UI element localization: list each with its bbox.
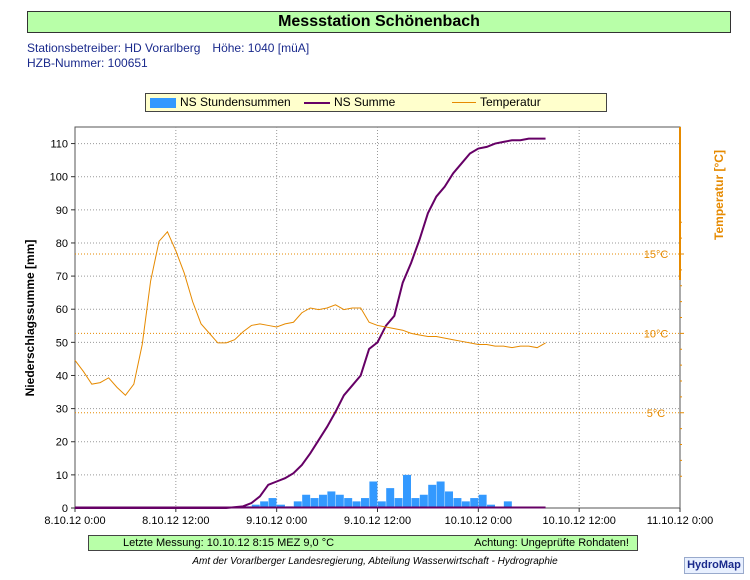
x-tick-label: 9.10.12 12:00 — [344, 515, 411, 527]
y-tick-label: 10 — [56, 470, 68, 482]
last-measurement: Letzte Messung: 10.10.12 8:15 MEZ 9,0 °C — [123, 537, 335, 549]
x-tick-label: 11.10.12 0:00 — [647, 515, 713, 527]
y-tick-label: 110 — [50, 139, 68, 151]
precip-bar — [453, 498, 462, 508]
precip-bar — [478, 494, 487, 508]
y-tick-label: 30 — [56, 404, 68, 416]
x-tick-label: 10.10.12 0:00 — [445, 515, 512, 527]
sum-line — [75, 137, 546, 509]
precip-bar — [386, 488, 395, 508]
hzb-number: HZB-Nummer: 100651 — [27, 56, 148, 70]
precip-bar — [251, 504, 260, 508]
y-tick-label: 0 — [62, 503, 68, 515]
x-tick-label: 10.10.12 12:00 — [542, 515, 615, 527]
status-bar: Letzte Messung: 10.10.12 8:15 MEZ 9,0 °C… — [88, 535, 638, 551]
y-tick-label: 40 — [56, 370, 68, 382]
y-tick-label: 50 — [56, 337, 68, 349]
raw-data-warning: Achtung: Ungeprüfte Rohdaten! — [474, 537, 629, 549]
precip-bar — [428, 484, 437, 508]
precip-bar — [318, 494, 327, 508]
precip-bar — [293, 501, 302, 508]
precip-bar — [344, 498, 353, 508]
legend-label-sum: NS Summe — [334, 95, 396, 109]
y-tick-label: 90 — [56, 205, 68, 217]
y2-axis-label: Temperatur [°C] — [712, 150, 726, 240]
hydromap-logo[interactable]: HydroMap — [684, 557, 744, 574]
precip-bar — [352, 501, 361, 508]
legend-item-bars: NS Stundensummen — [150, 94, 291, 111]
y-tick-label: 60 — [56, 304, 68, 316]
precip-bar — [394, 498, 403, 508]
y2-tick-label: 5°C — [647, 408, 666, 420]
y-tick-label: 20 — [56, 437, 68, 449]
station-info-line1: Stationsbetreiber: HD Vorarlberg Höhe: 10… — [27, 41, 309, 55]
y-axis-label: Niederschlagssumme [mm] — [23, 240, 37, 397]
precip-bar — [268, 498, 277, 508]
y-tick-label: 70 — [56, 271, 68, 283]
altitude-text: Höhe: 1040 [müA] — [212, 41, 310, 55]
precip-bar — [403, 474, 411, 508]
y2-tick-label: 15°C — [644, 249, 669, 261]
precip-bar — [260, 501, 269, 508]
chart-legend: NS Stundensummen NS Summe Temperatur — [145, 93, 607, 112]
precip-bar — [276, 504, 285, 508]
precip-bar — [335, 494, 344, 508]
precip-bar — [327, 491, 336, 508]
x-tick-label: 9.10.12 0:00 — [246, 515, 307, 527]
precip-bar — [302, 494, 311, 508]
precip-bar — [461, 501, 470, 508]
legend-swatch-temp — [452, 102, 476, 104]
precip-bar — [436, 481, 445, 508]
precip-bar — [377, 501, 386, 508]
station-title: Messstation Schönenbach — [27, 11, 731, 33]
legend-item-temp: Temperatur — [452, 94, 541, 111]
precip-bar — [419, 494, 428, 508]
y-tick-label: 100 — [50, 172, 68, 184]
legend-swatch-bars — [150, 97, 176, 108]
y2-tick-label: 10°C — [644, 328, 669, 340]
precip-bar — [310, 498, 319, 508]
precip-bar — [470, 498, 479, 508]
footer-credit: Amt der Vorarlberger Landesregierung, Ab… — [192, 556, 558, 567]
legend-item-sum: NS Summe — [304, 94, 395, 111]
x-tick-label: 8.10.12 12:00 — [142, 515, 209, 527]
legend-swatch-sum — [304, 101, 330, 104]
y-tick-label: 80 — [56, 238, 68, 250]
x-tick-label: 8.10.12 0:00 — [44, 515, 105, 527]
legend-label-temp: Temperatur — [480, 95, 541, 109]
precip-bar — [487, 504, 496, 508]
temperature-line — [74, 230, 546, 397]
precip-bar — [445, 491, 454, 508]
precip-bar — [369, 481, 378, 508]
precip-bar — [503, 501, 512, 508]
operator-text: Stationsbetreiber: HD Vorarlberg — [27, 41, 201, 55]
precip-bar — [411, 498, 420, 508]
precip-bar — [360, 498, 369, 508]
legend-label-bars: NS Stundensummen — [180, 95, 291, 109]
